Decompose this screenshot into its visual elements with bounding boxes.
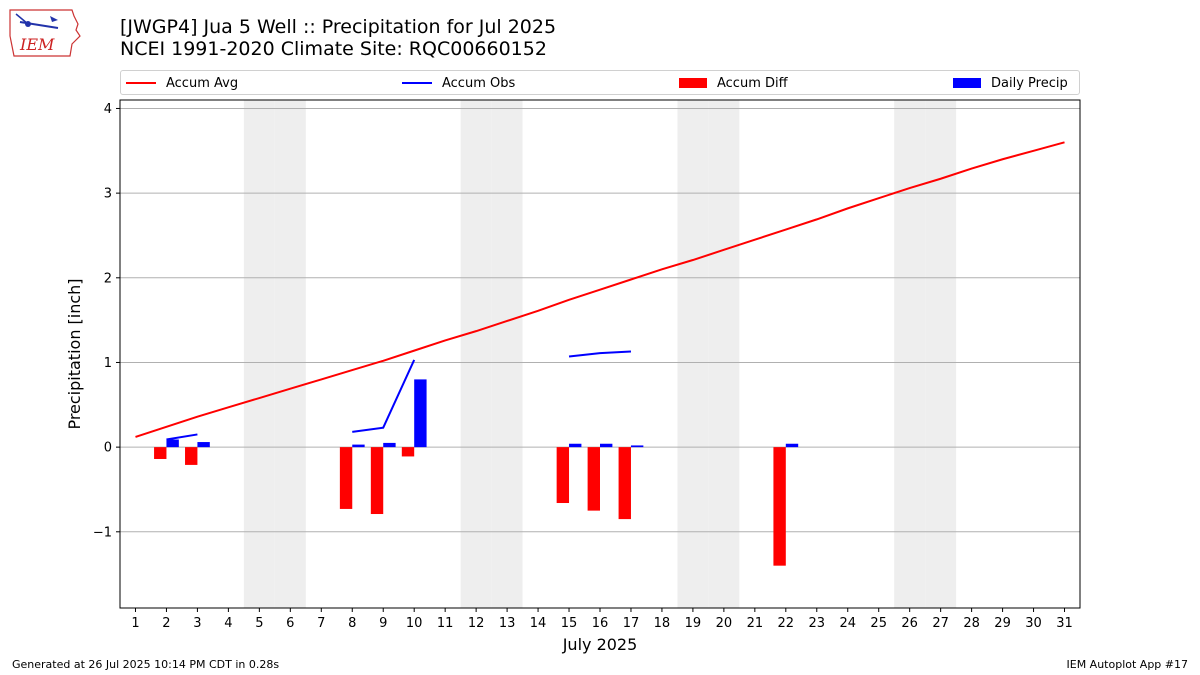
accum-diff-bar <box>556 447 570 504</box>
x-tick-label: 2 <box>162 616 170 631</box>
y-tick-label: −1 <box>93 525 112 540</box>
x-tick-label: 11 <box>437 616 454 631</box>
daily-precip-bar <box>414 379 427 448</box>
legend-label-accum-diff: Accum Diff <box>717 75 788 91</box>
y-tick-label: 0 <box>104 441 112 456</box>
legend-swatch-accum-avg <box>126 82 156 84</box>
y-tick-label: 2 <box>104 271 112 286</box>
accum-diff-bar <box>370 447 384 515</box>
iem-logo: IEM <box>9 9 81 57</box>
x-tick-label: 27 <box>932 616 949 631</box>
accum-diff-bar <box>154 447 167 459</box>
x-tick-label: 28 <box>963 616 980 631</box>
x-tick-label: 17 <box>623 616 640 631</box>
daily-precip-bar <box>600 443 613 448</box>
accum-diff-bar <box>401 447 415 457</box>
iem-logo-text: IEM <box>19 35 55 54</box>
x-tick-label: 18 <box>654 616 671 631</box>
y-axis-label: Precipitation [inch] <box>65 278 84 429</box>
chart-title-line1: [JWGP4] Jua 5 Well :: Precipitation for … <box>120 16 557 38</box>
accum-obs-line <box>352 359 416 433</box>
x-axis-label: July 2025 <box>562 635 638 654</box>
legend-label-accum-obs: Accum Obs <box>442 75 516 91</box>
accum-diff-bar <box>185 447 198 465</box>
x-tick-label: 8 <box>348 616 356 631</box>
weekend-shade <box>677 100 709 608</box>
y-tick-label: 1 <box>104 356 112 371</box>
daily-precip-bar <box>630 445 644 448</box>
plot-frame <box>119 99 1081 609</box>
weekend-shade <box>243 100 275 608</box>
legend-item-accum-obs: Accum Obs <box>402 74 515 92</box>
x-tick-label: 20 <box>716 616 733 631</box>
weekend-shade <box>925 100 957 608</box>
accum-diff-bar <box>618 447 631 520</box>
daily-precip-bar <box>383 442 396 448</box>
accum-diff-bar <box>339 447 353 509</box>
accum-avg-line <box>135 141 1065 438</box>
legend-label-accum-avg: Accum Avg <box>166 75 239 91</box>
chart-title-line2: NCEI 1991-2020 Climate Site: RQC00660152 <box>120 38 547 60</box>
x-tick-label: 23 <box>809 616 826 631</box>
x-tick-label: 15 <box>561 616 578 631</box>
x-tick-label: 5 <box>255 616 263 631</box>
accum-obs-line <box>166 433 198 441</box>
accum-obs-line <box>568 350 632 358</box>
daily-precip-bar <box>352 444 365 448</box>
x-tick-label: 10 <box>406 616 423 631</box>
legend-swatch-daily-precip <box>953 78 981 88</box>
legend-swatch-accum-diff <box>679 78 707 88</box>
weekend-shade <box>708 100 740 608</box>
daily-precip-bar <box>197 442 210 448</box>
legend-label-daily-precip: Daily Precip <box>991 75 1068 91</box>
x-tick-label: 19 <box>685 616 702 631</box>
legend-item-daily-precip: Daily Precip <box>953 74 1068 92</box>
accum-diff-bar <box>773 447 786 566</box>
x-tick-label: 30 <box>1025 616 1042 631</box>
x-tick-label: 24 <box>839 616 856 631</box>
footer-app: IEM Autoplot App #17 <box>1066 658 1189 671</box>
x-tick-label: 6 <box>286 616 294 631</box>
footer-generated: Generated at 26 Jul 2025 10:14 PM CDT in… <box>12 658 280 671</box>
weekend-shade <box>274 100 306 608</box>
x-tick-label: 4 <box>224 616 232 631</box>
daily-precip-bar <box>166 439 179 448</box>
x-tick-label: 16 <box>592 616 609 631</box>
chart-title: [JWGP4] Jua 5 Well :: Precipitation for … <box>120 16 556 60</box>
daily-precip-bar <box>569 443 582 448</box>
legend-item-accum-avg: Accum Avg <box>126 74 238 92</box>
x-tick-label: 13 <box>499 616 516 631</box>
iowa-state-outline <box>9 9 81 57</box>
x-tick-label: 3 <box>193 616 201 631</box>
x-tick-label: 25 <box>870 616 887 631</box>
x-tick-label: 21 <box>747 616 764 631</box>
legend-swatch-accum-obs <box>402 82 432 84</box>
accum-diff-bar <box>587 447 600 511</box>
x-tick-label: 9 <box>379 616 387 631</box>
x-tick-label: 31 <box>1056 616 1073 631</box>
weekend-shade <box>460 100 492 608</box>
x-tick-label: 12 <box>468 616 485 631</box>
legend-item-accum-diff: Accum Diff <box>679 74 788 92</box>
x-tick-label: 7 <box>317 616 325 631</box>
x-tick-label: 22 <box>778 616 795 631</box>
weekend-shade <box>491 100 523 608</box>
y-tick-label: 4 <box>104 102 112 117</box>
chart-legend: Accum Avg Accum Obs Accum Diff Daily Pre… <box>120 70 1080 95</box>
x-tick-label: 14 <box>530 616 547 631</box>
x-tick-label: 1 <box>131 616 139 631</box>
y-tick-label: 3 <box>104 187 112 202</box>
x-tick-label: 29 <box>994 616 1011 631</box>
x-tick-label: 26 <box>901 616 918 631</box>
daily-precip-bar <box>785 443 799 448</box>
